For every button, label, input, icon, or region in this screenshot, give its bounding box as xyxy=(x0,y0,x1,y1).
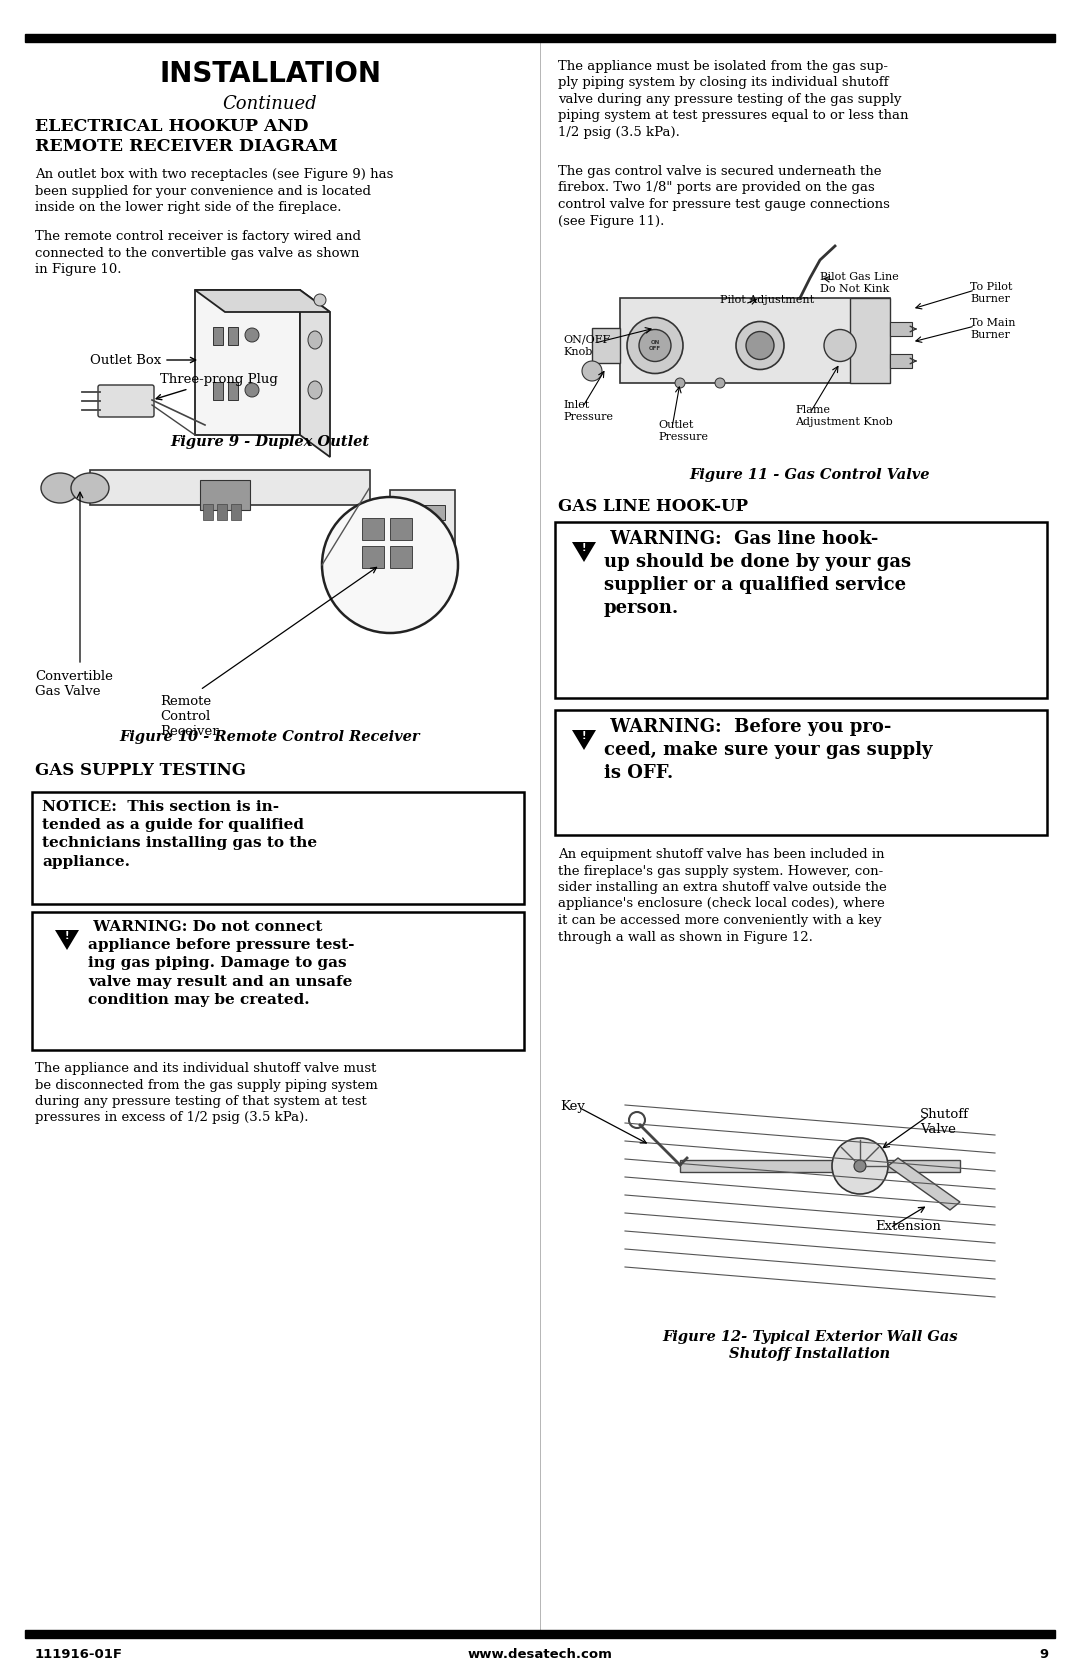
Bar xyxy=(390,517,411,541)
Circle shape xyxy=(639,329,671,362)
Text: !: ! xyxy=(582,731,586,741)
Polygon shape xyxy=(572,729,596,749)
Circle shape xyxy=(411,521,432,541)
Text: !: ! xyxy=(582,542,586,552)
Text: Figure 10 - Remote Control Receiver: Figure 10 - Remote Control Receiver xyxy=(120,729,420,744)
Text: Shutoff
Valve: Shutoff Valve xyxy=(920,1108,969,1137)
Bar xyxy=(32,793,524,905)
Text: 111916-01F: 111916-01F xyxy=(35,1647,123,1661)
Bar xyxy=(195,290,300,436)
Text: Convertible
Gas Valve: Convertible Gas Valve xyxy=(35,669,113,698)
Text: INSTALLATION: INSTALLATION xyxy=(159,60,381,88)
Bar xyxy=(231,504,241,521)
Text: 9: 9 xyxy=(1039,1647,1048,1661)
Ellipse shape xyxy=(71,472,109,502)
Polygon shape xyxy=(300,290,330,457)
Text: Figure 9 - Duplex Outlet: Figure 9 - Duplex Outlet xyxy=(171,436,369,449)
Bar xyxy=(25,33,1055,42)
Text: Pilot Gas Line
Do Not Kink: Pilot Gas Line Do Not Kink xyxy=(820,272,899,294)
Bar xyxy=(362,546,384,567)
Text: Continued: Continued xyxy=(222,95,318,113)
Text: GAS SUPPLY TESTING: GAS SUPPLY TESTING xyxy=(35,763,246,779)
Circle shape xyxy=(746,332,774,359)
Bar xyxy=(217,504,227,521)
Bar xyxy=(203,504,213,521)
Text: To Main
Burner: To Main Burner xyxy=(970,319,1015,339)
Text: ON
OFF: ON OFF xyxy=(649,340,661,350)
Circle shape xyxy=(735,322,784,369)
Circle shape xyxy=(675,377,685,387)
Text: ON/OFF
Knob: ON/OFF Knob xyxy=(563,335,610,357)
Ellipse shape xyxy=(41,472,79,502)
Bar xyxy=(390,546,411,567)
Polygon shape xyxy=(888,1158,960,1210)
Text: The remote control receiver is factory wired and
connected to the convertible ga: The remote control receiver is factory w… xyxy=(35,230,361,275)
Bar xyxy=(228,382,238,401)
FancyBboxPatch shape xyxy=(680,1160,960,1172)
Polygon shape xyxy=(55,930,79,950)
Text: WARNING: Do not connect
appliance before pressure test-
ing gas piping. Damage t: WARNING: Do not connect appliance before… xyxy=(87,920,354,1006)
Bar xyxy=(25,1631,1055,1637)
Circle shape xyxy=(314,294,326,305)
Bar xyxy=(555,522,1047,698)
Ellipse shape xyxy=(308,381,322,399)
Circle shape xyxy=(832,1138,888,1193)
Text: Remote
Control
Receiver: Remote Control Receiver xyxy=(160,694,218,738)
Text: !: ! xyxy=(65,931,69,941)
Text: Figure 12- Typical Exterior Wall Gas
Shutoff Installation: Figure 12- Typical Exterior Wall Gas Shu… xyxy=(662,1330,958,1362)
Bar xyxy=(390,491,455,571)
Text: Three-prong Plug: Three-prong Plug xyxy=(157,372,278,399)
Text: Inlet
Pressure: Inlet Pressure xyxy=(563,401,613,422)
Circle shape xyxy=(322,497,458,633)
Bar xyxy=(850,299,890,382)
Text: The appliance must be isolated from the gas sup-
ply piping system by closing it: The appliance must be isolated from the … xyxy=(558,60,908,139)
Bar xyxy=(90,471,370,506)
Text: Flame
Adjustment Knob: Flame Adjustment Knob xyxy=(795,406,893,427)
Bar xyxy=(555,709,1047,834)
Text: Pilot Adjustment: Pilot Adjustment xyxy=(720,295,814,305)
Bar xyxy=(213,327,222,345)
Bar xyxy=(890,354,912,367)
Circle shape xyxy=(627,317,683,374)
Ellipse shape xyxy=(308,330,322,349)
Polygon shape xyxy=(195,290,330,312)
Circle shape xyxy=(854,1160,866,1172)
Bar xyxy=(620,299,890,382)
Text: To Pilot
Burner: To Pilot Burner xyxy=(970,282,1012,304)
Bar xyxy=(592,329,620,362)
Bar xyxy=(32,911,524,1050)
Bar xyxy=(228,327,238,345)
Ellipse shape xyxy=(582,361,602,381)
Text: Key: Key xyxy=(561,1100,585,1113)
Text: An equipment shutoff valve has been included in
the fireplace's gas supply syste: An equipment shutoff valve has been incl… xyxy=(558,848,887,943)
Circle shape xyxy=(824,329,856,362)
Text: The appliance and its individual shutoff valve must
be disconnected from the gas: The appliance and its individual shutoff… xyxy=(35,1061,378,1125)
Bar xyxy=(200,481,249,511)
Text: GAS LINE HOOK-UP: GAS LINE HOOK-UP xyxy=(558,497,748,516)
Text: NOTICE:  This section is in-
tended as a guide for qualified
technicians install: NOTICE: This section is in- tended as a … xyxy=(42,799,318,868)
Bar xyxy=(213,382,222,401)
Circle shape xyxy=(245,382,259,397)
Bar xyxy=(890,322,912,335)
Text: WARNING:  Gas line hook-
up should be done by your gas
supplier or a qualified s: WARNING: Gas line hook- up should be don… xyxy=(604,531,912,618)
Text: Figure 11 - Gas Control Valve: Figure 11 - Gas Control Valve xyxy=(690,467,930,482)
Bar xyxy=(362,517,384,541)
Text: Extension: Extension xyxy=(875,1220,941,1233)
Text: Outlet
Pressure: Outlet Pressure xyxy=(658,421,708,442)
Text: ELECTRICAL HOOKUP AND
REMOTE RECEIVER DIAGRAM: ELECTRICAL HOOKUP AND REMOTE RECEIVER DI… xyxy=(35,118,338,155)
Text: An outlet box with two receptacles (see Figure 9) has
been supplied for your con: An outlet box with two receptacles (see … xyxy=(35,169,393,214)
Text: Outlet Box: Outlet Box xyxy=(90,354,195,367)
Bar xyxy=(400,506,445,521)
Text: The gas control valve is secured underneath the
firebox. Two 1/8" ports are prov: The gas control valve is secured underne… xyxy=(558,165,890,227)
Text: www.desatech.com: www.desatech.com xyxy=(468,1647,612,1661)
Text: WARNING:  Before you pro-
ceed, make sure your gas supply
is OFF.: WARNING: Before you pro- ceed, make sure… xyxy=(604,718,932,781)
Polygon shape xyxy=(572,542,596,562)
Circle shape xyxy=(245,329,259,342)
Circle shape xyxy=(715,377,725,387)
FancyBboxPatch shape xyxy=(98,386,154,417)
